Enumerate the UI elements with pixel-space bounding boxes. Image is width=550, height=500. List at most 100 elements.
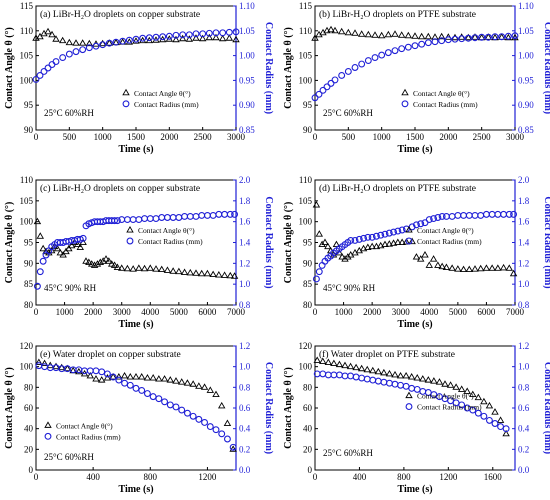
legend-label: Contact Angle θ(°): [134, 89, 191, 98]
contact-angle-point: [53, 244, 62, 252]
x-tick-label: 4000: [420, 307, 439, 317]
contact-radius-point: [186, 213, 194, 220]
contact-angle-point: [511, 33, 519, 41]
contact-angle-point: [146, 264, 155, 271]
contact-angle-point: [97, 376, 106, 383]
contact-angle-point: [424, 32, 433, 40]
contact-angle-point: [377, 31, 386, 39]
contact-angle-point: [138, 36, 147, 44]
contact-angle-point: [335, 360, 344, 368]
contact-radius-point: [418, 40, 426, 48]
x-tick-label: 0: [313, 132, 318, 142]
y2-tick-label: 0.85: [239, 125, 255, 135]
contact-radius-point: [511, 32, 519, 40]
contact-angle-point: [192, 34, 200, 41]
contact-radius-point: [482, 210, 490, 218]
contact-radius-point: [378, 51, 386, 59]
legend-circle-marker: [126, 237, 134, 245]
contact-angle-point: [384, 30, 393, 38]
contact-angle-point: [413, 374, 421, 381]
contact-angle-point: [85, 39, 94, 47]
chart-panel: 0 1000 2000 3000 4000 5000 6000 7000 80 85 90 95 100…: [283, 175, 550, 330]
contact-radius-point: [155, 395, 163, 403]
contact-radius-point: [212, 29, 220, 37]
legend-label: Contact Radius (mm): [134, 100, 199, 109]
x-tick-label: 4000: [141, 307, 160, 317]
y2-tick-label: 0.8: [518, 382, 530, 392]
contact-radius-point: [72, 48, 80, 56]
contact-radius-point: [163, 214, 171, 221]
contact-angle-point: [223, 419, 232, 426]
contact-angle-point: [129, 265, 137, 272]
panel-title: (e) Water droplet on copper substrate: [40, 349, 181, 360]
x-tick-label: 500: [342, 132, 356, 142]
y-tick-label: 60: [303, 403, 313, 413]
contact-radius-point: [206, 423, 214, 431]
contact-angle-point: [488, 264, 496, 271]
contact-radius-point: [79, 234, 87, 242]
contact-radius-point: [185, 31, 193, 39]
contact-angle-point: [157, 265, 166, 273]
contact-angle-point: [430, 377, 438, 384]
contact-angle-point: [172, 35, 180, 43]
x-tick-label: 1200: [439, 472, 458, 482]
contact-radius-point: [417, 220, 425, 228]
contact-radius-point: [209, 211, 217, 219]
contact-radius-point: [438, 213, 446, 220]
y-tick-label: 105: [299, 51, 313, 61]
contact-angle-point: [380, 368, 388, 376]
contact-radius-point: [79, 46, 87, 54]
contact-radius-point: [385, 229, 393, 237]
contact-angle-point: [47, 246, 56, 254]
y2-axis-title: Contact Radius (mm): [263, 196, 274, 288]
contact-angle-point: [441, 380, 449, 387]
contact-angle-point: [120, 371, 129, 379]
contact-radius-point: [223, 435, 231, 443]
contact-radius-point: [103, 370, 111, 378]
condition-label: 45°C 90% RH: [44, 283, 97, 293]
contact-angle-point: [364, 30, 373, 38]
contact-radius-point: [126, 381, 134, 389]
contact-radius-point: [385, 379, 393, 387]
contact-radius-point: [98, 368, 106, 376]
contact-angle-point: [442, 263, 451, 270]
y2-tick-label: 1.0: [239, 279, 251, 289]
contact-angle-point: [217, 401, 226, 409]
contact-radius-point: [364, 233, 372, 241]
contact-angle-point: [381, 240, 389, 248]
x-tick-label: 0: [313, 472, 318, 482]
y2-tick-label: 1.05: [518, 26, 534, 36]
contact-angle-point: [482, 264, 491, 271]
contact-angle-point: [332, 240, 341, 248]
y-tick-label: 85: [24, 279, 34, 289]
y-tick-label: 60: [24, 403, 34, 413]
contact-radius-point: [364, 57, 372, 65]
x-tick-label: 3000: [227, 132, 246, 142]
contact-radius-point: [398, 45, 406, 53]
contact-radius-point: [199, 30, 207, 38]
contact-angle-point: [407, 372, 416, 380]
x-tick-label: 500: [63, 132, 77, 142]
contact-radius-point: [368, 233, 376, 241]
legend-label: Contact Radius (mm): [417, 403, 482, 412]
contact-radius-point: [215, 210, 223, 218]
contact-angle-point: [132, 372, 140, 380]
contact-radius-point: [488, 210, 496, 218]
contact-angle-point: [197, 269, 206, 277]
y-tick-label: 95: [303, 100, 313, 110]
legend-label: Contact Angle θ(°): [138, 226, 195, 235]
contact-radius-point: [40, 68, 48, 75]
contact-radius-point: [372, 232, 380, 240]
contact-radius-point: [330, 371, 338, 379]
contact-radius-point: [408, 384, 416, 392]
contact-radius-point: [358, 374, 366, 382]
contact-angle-point: [192, 269, 200, 276]
contact-radius-point: [434, 214, 442, 221]
contact-radius-point: [48, 61, 56, 68]
x-axis-title: Time (s): [397, 319, 432, 330]
contact-angle-point: [509, 269, 518, 277]
contact-angle-point: [474, 393, 483, 401]
contact-radius-point: [225, 28, 233, 36]
contact-radius-point: [380, 378, 388, 386]
y2-tick-label: 0.6: [239, 403, 251, 413]
